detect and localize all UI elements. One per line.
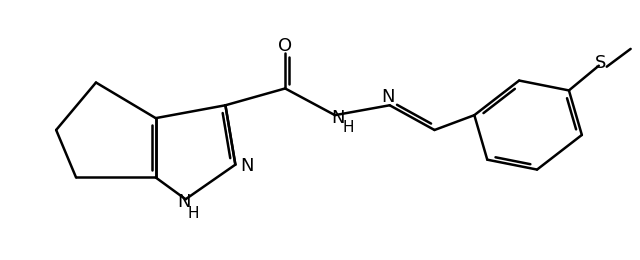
Text: S: S [595, 54, 607, 72]
Text: H: H [188, 206, 199, 220]
Text: N: N [381, 88, 394, 106]
Text: N: N [241, 157, 254, 175]
Text: O: O [278, 37, 292, 55]
Text: N: N [331, 109, 345, 127]
Text: N: N [177, 193, 190, 211]
Text: H: H [342, 120, 354, 134]
